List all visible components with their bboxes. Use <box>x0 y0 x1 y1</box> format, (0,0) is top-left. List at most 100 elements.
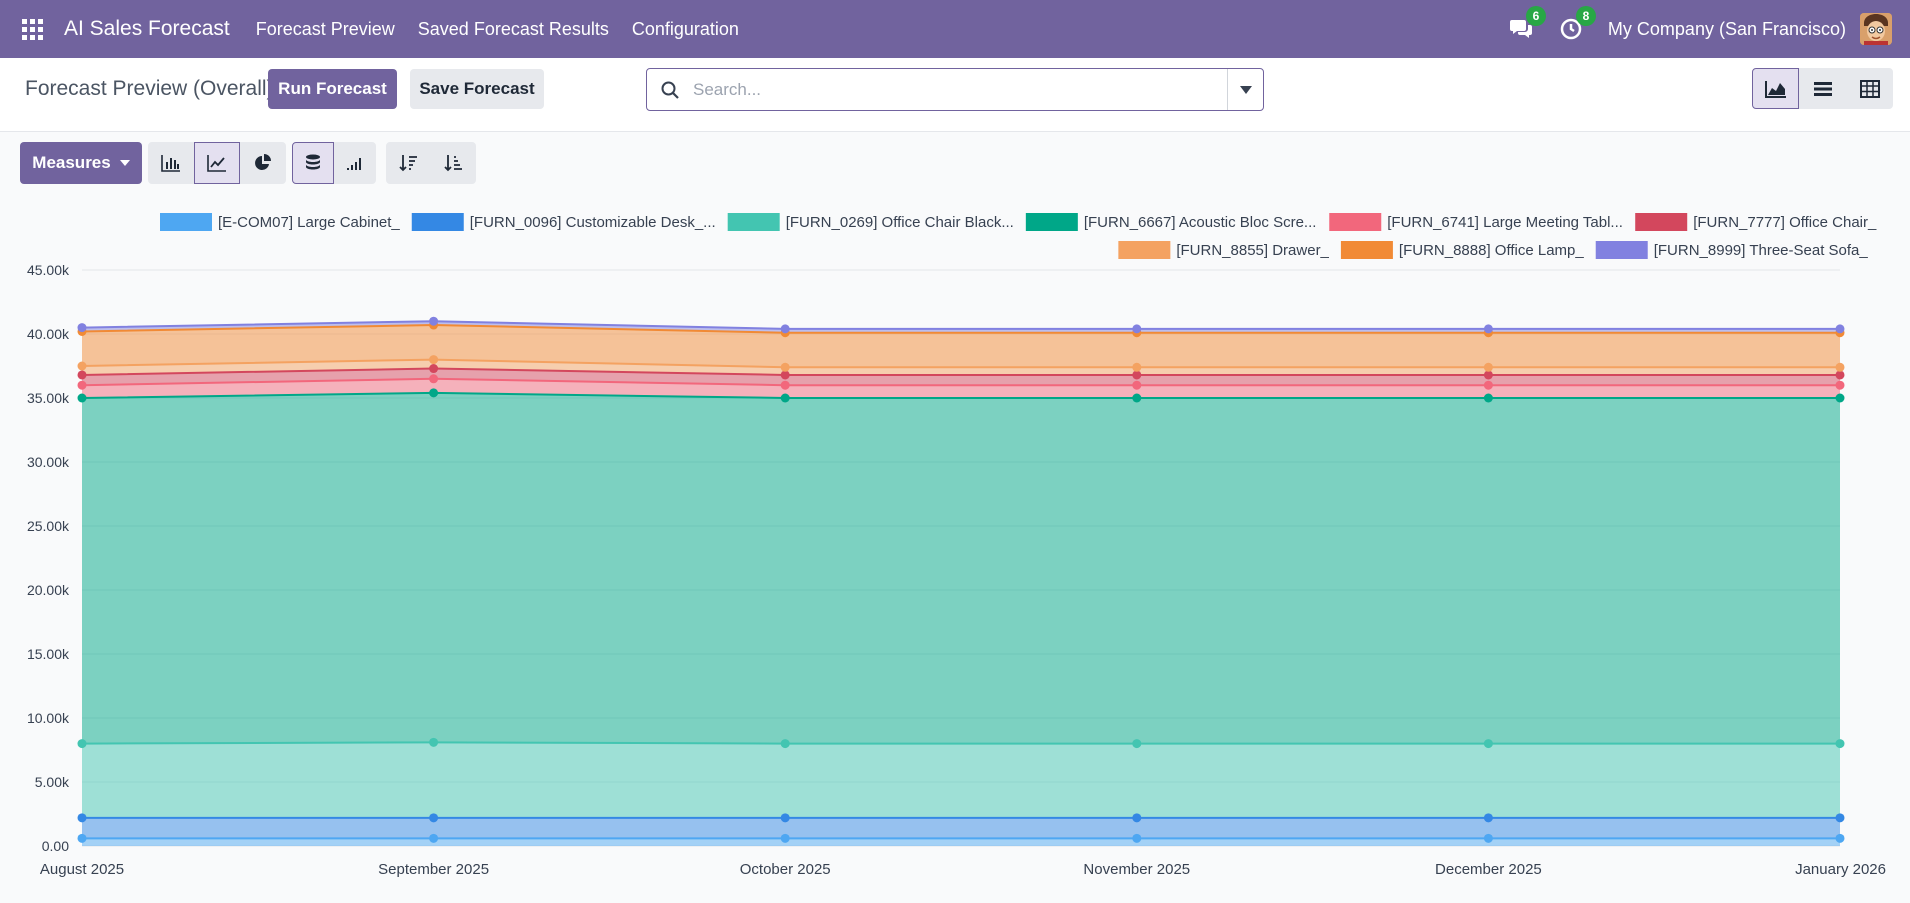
menu-forecast-preview[interactable]: Forecast Preview <box>255 18 395 39</box>
data-point[interactable] <box>1483 393 1493 403</box>
run-forecast-button[interactable]: Run Forecast <box>268 69 397 109</box>
messages-button[interactable]: 6 <box>1508 6 1546 42</box>
data-point[interactable] <box>77 833 87 843</box>
legend-label: [FURN_8855] Drawer_ <box>1176 242 1329 259</box>
data-point[interactable] <box>1483 370 1493 380</box>
data-point[interactable] <box>1483 362 1493 372</box>
save-forecast-button[interactable]: Save Forecast <box>410 69 544 109</box>
data-point[interactable] <box>1132 813 1142 823</box>
data-point[interactable] <box>1483 324 1493 334</box>
data-point[interactable] <box>780 833 790 843</box>
bar-chart-button[interactable] <box>148 142 194 184</box>
apps-menu-button[interactable] <box>0 0 64 58</box>
user-avatar[interactable] <box>1860 13 1892 45</box>
data-point[interactable] <box>1132 833 1142 843</box>
view-switcher <box>1752 68 1893 109</box>
data-point[interactable] <box>77 739 87 749</box>
app-title[interactable]: AI Sales Forecast <box>64 17 230 40</box>
data-point[interactable] <box>1132 393 1142 403</box>
data-point[interactable] <box>1132 324 1142 334</box>
x-tick-label: August 2025 <box>40 861 124 878</box>
data-point[interactable] <box>1835 370 1845 380</box>
data-point[interactable] <box>780 739 790 749</box>
stacked-button[interactable] <box>292 142 334 184</box>
caret-down-icon <box>1239 85 1252 94</box>
legend-item[interactable]: [FURN_6741] Large Meeting Tabl... <box>1329 213 1623 231</box>
legend-item[interactable]: [E-COM07] Large Cabinet_ <box>160 213 400 231</box>
data-point[interactable] <box>77 370 87 380</box>
data-point[interactable] <box>77 393 87 403</box>
data-point[interactable] <box>429 833 439 843</box>
data-point[interactable] <box>1483 833 1493 843</box>
legend-item[interactable]: [FURN_8855] Drawer_ <box>1118 241 1330 259</box>
data-point[interactable] <box>77 323 87 333</box>
data-point[interactable] <box>780 370 790 380</box>
line-chart-button[interactable] <box>194 142 240 184</box>
data-point[interactable] <box>780 813 790 823</box>
search-options-toggle[interactable] <box>1227 69 1263 110</box>
sort-descending-button[interactable] <box>386 142 431 184</box>
data-point[interactable] <box>429 374 439 384</box>
series-line <box>81 741 1840 745</box>
data-point[interactable] <box>429 813 439 823</box>
data-point[interactable] <box>780 362 790 372</box>
data-point[interactable] <box>1835 324 1845 334</box>
data-point[interactable] <box>77 380 87 390</box>
legend-item[interactable]: [FURN_8999] Three-Seat Sofa_ <box>1595 241 1869 259</box>
data-point[interactable] <box>780 380 790 390</box>
data-point[interactable] <box>1483 380 1493 390</box>
series-line <box>81 367 1840 376</box>
pie-chart-icon <box>255 154 271 170</box>
data-point[interactable] <box>1835 380 1845 390</box>
company-switcher[interactable]: My Company (San Francisco) <box>1607 18 1846 39</box>
series-area <box>82 838 1840 846</box>
activities-button[interactable]: 8 <box>1558 6 1596 42</box>
list-icon <box>1813 81 1832 96</box>
y-tick-label: 30.00k <box>27 454 70 470</box>
legend-swatch <box>727 213 780 231</box>
view-list-button[interactable] <box>1799 68 1846 109</box>
data-point[interactable] <box>1483 813 1493 823</box>
legend-item[interactable]: [FURN_0269] Office Chair Black... <box>727 213 1014 231</box>
data-point[interactable] <box>1835 813 1845 823</box>
forecast-chart: 0.00 5.00k 10.00k 15.00k 20.00k 25.00k 30.00k 3… <box>0 200 1910 900</box>
data-point[interactable] <box>1835 833 1845 843</box>
data-point[interactable] <box>1483 739 1493 749</box>
cumulative-button[interactable] <box>334 142 376 184</box>
data-point[interactable] <box>780 393 790 403</box>
pie-chart-button[interactable] <box>240 142 286 184</box>
legend-item[interactable]: [FURN_8888] Office Lamp_ <box>1340 241 1584 259</box>
data-point[interactable] <box>1132 380 1142 390</box>
legend-item[interactable]: [FURN_7777] Office Chair_ <box>1635 213 1877 231</box>
data-point[interactable] <box>1132 362 1142 372</box>
legend-label: [FURN_0269] Office Chair Black... <box>786 214 1014 231</box>
y-tick-label: 45.00k <box>27 262 70 278</box>
sort-ascending-button[interactable] <box>431 142 476 184</box>
data-point[interactable] <box>1835 393 1845 403</box>
data-point[interactable] <box>429 316 439 326</box>
data-point[interactable] <box>780 324 790 334</box>
menu-saved-forecast-results[interactable]: Saved Forecast Results <box>417 18 609 39</box>
data-point[interactable] <box>77 361 87 371</box>
view-graph-button[interactable] <box>1752 68 1799 109</box>
data-point[interactable] <box>77 813 87 823</box>
area-chart-icon <box>1764 80 1786 98</box>
legend-item[interactable]: [FURN_6667] Acoustic Bloc Scre... <box>1025 213 1317 231</box>
data-point[interactable] <box>429 364 439 374</box>
clock-icon <box>1560 18 1582 40</box>
legend-label: [FURN_6667] Acoustic Bloc Scre... <box>1084 214 1317 231</box>
data-point[interactable] <box>429 388 439 398</box>
data-point[interactable] <box>1835 362 1845 372</box>
menu-configuration[interactable]: Configuration <box>631 18 739 39</box>
legend-item[interactable]: [FURN_0096] Customizable Desk_... <box>411 213 716 231</box>
data-point[interactable] <box>429 737 439 747</box>
data-point[interactable] <box>429 355 439 365</box>
data-point[interactable] <box>1132 739 1142 749</box>
data-point[interactable] <box>1132 370 1142 380</box>
data-point[interactable] <box>1835 739 1845 749</box>
view-pivot-button[interactable] <box>1846 68 1893 109</box>
measures-dropdown[interactable]: Measures <box>20 142 142 184</box>
activities-badge: 8 <box>1575 6 1596 26</box>
search-input[interactable] <box>693 79 1227 100</box>
series-area <box>82 742 1840 818</box>
